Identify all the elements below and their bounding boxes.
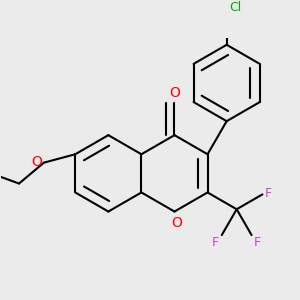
Text: O: O (171, 216, 182, 230)
Text: Cl: Cl (229, 2, 242, 14)
Text: F: F (265, 187, 272, 200)
Text: O: O (169, 85, 180, 100)
Text: F: F (212, 236, 219, 249)
Text: O: O (31, 155, 42, 169)
Text: F: F (254, 236, 261, 249)
